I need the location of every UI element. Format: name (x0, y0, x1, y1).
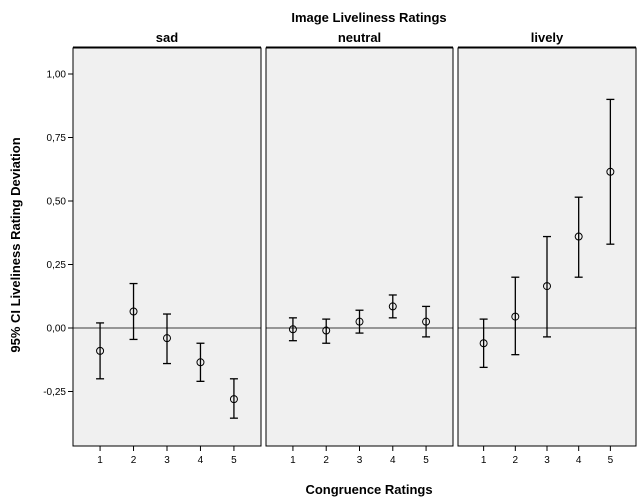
mean-point (163, 334, 171, 343)
panels: sad 1 2 3 4 5 neutral 1 2 3 4 5 lively 1 2 3 4 5 (72, 30, 637, 466)
mean-point (96, 346, 105, 355)
panel-title: lively (531, 30, 564, 45)
mean-point (355, 317, 364, 326)
mean-point (543, 282, 551, 291)
panel-plot-area (72, 47, 262, 447)
x-tick-label: 1 (481, 455, 487, 466)
x-tick-label: 5 (231, 455, 237, 466)
mean-point (322, 326, 331, 335)
x-tick-label: 1 (97, 455, 103, 466)
x-tick-label: 2 (131, 455, 137, 466)
y-tick-label: 0,00 (47, 324, 67, 335)
y-tick-label: 1,00 (47, 70, 67, 81)
x-tick-label: 2 (513, 455, 519, 466)
y-tick-label: -0,25 (43, 387, 66, 398)
panel-plot-area (265, 47, 454, 447)
y-tick-label: 0,25 (47, 260, 67, 271)
y-axis-label: 95% CI Liveliness Rating Deviation (8, 137, 23, 352)
panel-lively: lively 1 2 3 4 5 (457, 30, 637, 466)
mean-point (129, 307, 138, 316)
chart-title: Image Liveliness Ratings (291, 10, 446, 25)
x-tick-label: 4 (198, 455, 204, 466)
mean-point (422, 317, 431, 326)
mean-point (511, 312, 520, 321)
x-tick-label: 5 (608, 455, 614, 466)
y-tick-label: 0,50 (47, 197, 67, 208)
y-axis: 1,00 0,75 0,50 0,25 0,00 -0,25 (43, 70, 73, 398)
x-tick-label: 3 (164, 455, 170, 466)
mean-point (388, 302, 397, 311)
mean-point (479, 339, 488, 348)
x-tick-label: 4 (576, 455, 582, 466)
y-tick-label: 0,75 (47, 133, 67, 144)
mean-point (229, 395, 238, 404)
x-tick-label: 2 (323, 455, 329, 466)
x-tick-label: 1 (290, 455, 296, 466)
x-axis-label: Congruence Ratings (305, 482, 432, 497)
x-tick-label: 5 (423, 455, 429, 466)
mean-point (288, 325, 297, 334)
x-tick-label: 4 (390, 455, 396, 466)
panel-sad: sad 1 2 3 4 5 (72, 30, 262, 466)
panel-title: sad (156, 30, 178, 45)
panel-title: neutral (338, 30, 381, 45)
x-tick-label: 3 (357, 455, 363, 466)
mean-point (574, 232, 583, 241)
x-tick-label: 3 (544, 455, 550, 466)
mean-point (606, 167, 615, 176)
mean-point (196, 358, 205, 367)
panel-neutral: neutral 1 2 3 4 5 (265, 30, 454, 466)
